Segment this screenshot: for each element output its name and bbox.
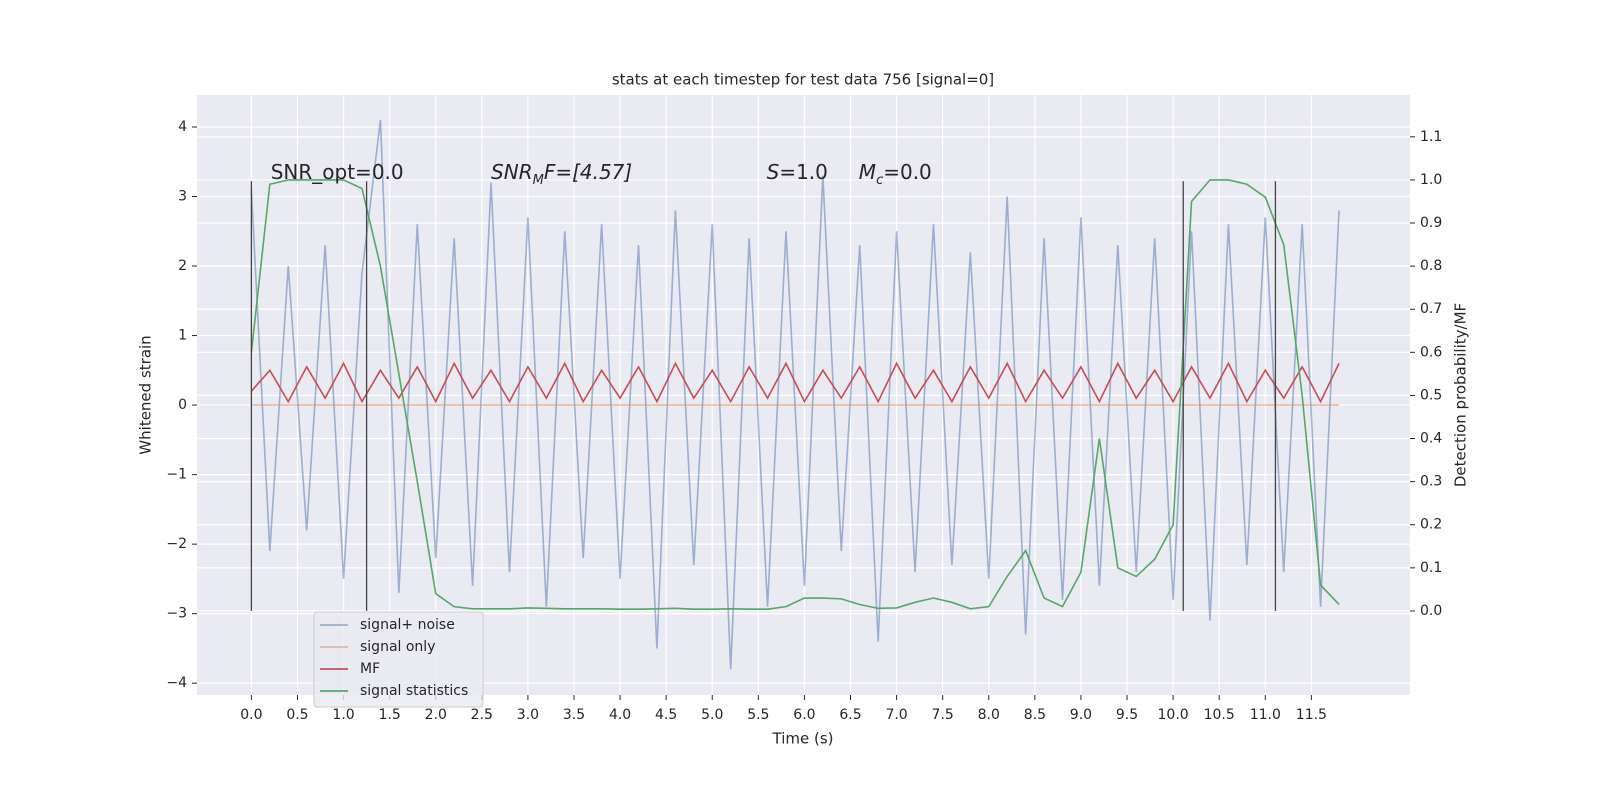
y2-tick-label: 0.5 bbox=[1420, 387, 1442, 403]
y-tick-label: −3 bbox=[166, 606, 187, 622]
x-tick-label: 6.0 bbox=[793, 707, 815, 723]
x-axis-label: Time (s) bbox=[772, 730, 834, 748]
x-tick-label: 0.5 bbox=[286, 707, 308, 723]
y-tick-label: −1 bbox=[166, 467, 187, 483]
y2-tick-label: 0.2 bbox=[1420, 517, 1442, 533]
x-tick-label: 11.0 bbox=[1250, 707, 1281, 723]
y2-tick-label: 0.3 bbox=[1420, 474, 1442, 490]
y2-tick-label: 0.8 bbox=[1420, 258, 1442, 274]
x-tick-label: 5.5 bbox=[747, 707, 769, 723]
y-tick-label: 0 bbox=[178, 397, 187, 413]
y2-tick-label: 0.7 bbox=[1420, 301, 1442, 317]
y2-tick-label: 0.0 bbox=[1420, 603, 1442, 619]
series-line bbox=[250, 179, 1340, 611]
y2-tick-label: 0.6 bbox=[1420, 344, 1442, 360]
y-tick-label: 2 bbox=[178, 258, 187, 274]
annotation-part: SNR_opt=0.0 bbox=[271, 159, 404, 183]
y-tick-label: 3 bbox=[178, 189, 187, 205]
legend-label: signal+ noise bbox=[360, 617, 455, 633]
annotation-part: =0.0 bbox=[883, 159, 932, 183]
annotation: Mc=0.0 bbox=[859, 159, 932, 188]
x-tick-label: 1.5 bbox=[379, 707, 401, 723]
y2-tick-label: 0.4 bbox=[1420, 431, 1442, 447]
legend-label: signal statistics bbox=[360, 683, 468, 699]
y2-axis-label: Detection probability/MF bbox=[1452, 303, 1470, 487]
y-tick-label: 4 bbox=[178, 119, 187, 135]
y2-tick-label: 1.1 bbox=[1420, 129, 1442, 145]
x-tick-label: 9.0 bbox=[1070, 707, 1092, 723]
annotation-part: =1.0 bbox=[779, 159, 828, 183]
legend-label: MF bbox=[360, 661, 380, 677]
x-tick-label: 11.5 bbox=[1296, 707, 1327, 723]
x-tick-label: 8.5 bbox=[1024, 707, 1046, 723]
x-tick-label: 10.5 bbox=[1204, 707, 1235, 723]
y-tick-label: 1 bbox=[178, 328, 187, 344]
y2-tick-label: 0.9 bbox=[1420, 215, 1442, 231]
annotation-part: c bbox=[876, 173, 883, 188]
annotation-part: SNR bbox=[491, 159, 533, 183]
series-line bbox=[250, 361, 1340, 404]
x-tick-label: 0.0 bbox=[240, 707, 262, 723]
x-tick-label: 5.0 bbox=[701, 707, 723, 723]
x-tick-label: 10.0 bbox=[1158, 707, 1189, 723]
x-tick-label: 3.0 bbox=[517, 707, 539, 723]
annotation-part: S bbox=[767, 159, 780, 183]
annotation: SNR_opt=0.0 bbox=[271, 159, 404, 183]
y-tick-label: −4 bbox=[166, 675, 187, 691]
x-tick-label: 6.5 bbox=[839, 707, 861, 723]
y2-tick-label: 1.0 bbox=[1420, 172, 1442, 188]
x-tick-label: 2.0 bbox=[425, 707, 447, 723]
x-tick-label: 4.0 bbox=[609, 707, 631, 723]
annotation-part: F=[4.57] bbox=[544, 159, 632, 183]
annotation-part: M bbox=[859, 159, 876, 183]
x-tick-label: 4.5 bbox=[655, 707, 677, 723]
x-tick-label: 3.5 bbox=[563, 707, 585, 723]
y-axis-label: Whitened strain bbox=[137, 335, 155, 454]
annotation: S=1.0 bbox=[767, 159, 828, 183]
x-tick-label: 9.5 bbox=[1116, 707, 1138, 723]
chart-title: stats at each timestep for test data 756… bbox=[612, 71, 994, 89]
y-tick-label: −2 bbox=[166, 536, 187, 552]
legend-box bbox=[313, 611, 484, 708]
x-tick-label: 7.5 bbox=[932, 707, 954, 723]
x-tick-label: 2.5 bbox=[471, 707, 493, 723]
x-tick-label: 1.0 bbox=[332, 707, 354, 723]
series-line bbox=[250, 119, 1340, 670]
x-tick-label: 8.0 bbox=[978, 707, 1000, 723]
annotation-part: M bbox=[533, 173, 544, 188]
legend-label: signal only bbox=[360, 639, 435, 655]
y2-tick-label: 0.1 bbox=[1420, 560, 1442, 576]
x-tick-label: 7.0 bbox=[885, 707, 907, 723]
annotation: SNRMF=[4.57] bbox=[491, 159, 632, 188]
